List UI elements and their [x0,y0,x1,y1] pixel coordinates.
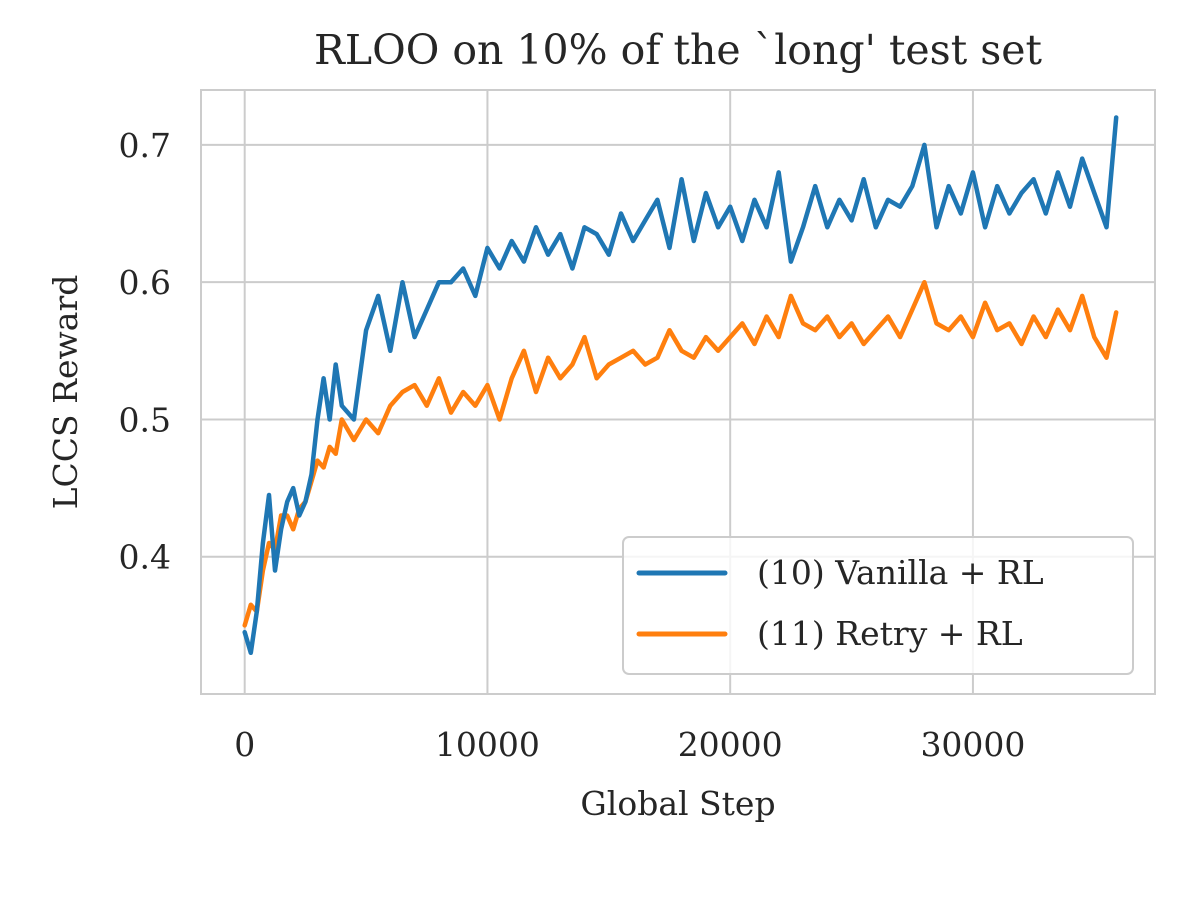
x-tick-label: 0 [234,725,255,764]
x-tick-label: 20000 [678,725,783,764]
y-axis-label: LCCS Reward [46,275,85,510]
series-line-vanilla-rl [242,115,1119,656]
x-tick-label: 10000 [435,725,540,764]
legend: (10) Vanilla + RL (11) Retry + RL [622,536,1134,675]
y-tick-label: 0.5 [119,400,171,439]
x-tick-label: 30000 [920,725,1025,764]
x-axis-label: Global Step [580,784,775,823]
y-tick-label: 0.6 [119,263,171,302]
y-axis-ticks: 0.4 0.5 0.6 0.7 [119,126,171,577]
y-tick-label: 0.7 [119,126,171,165]
series-line-retry-rl [242,279,1119,628]
legend-label-retry: (11) Retry + RL [757,614,1023,653]
plot-frame [200,89,1156,695]
series-layer [242,115,1119,656]
y-tick-label: 0.4 [119,538,171,577]
chart-title: RLOO on 10% of the `long' test set [314,26,1043,74]
x-axis-ticks: 0 10000 20000 30000 [234,725,1025,764]
legend-box [622,536,1134,675]
legend-label-vanilla: (10) Vanilla + RL [757,553,1044,592]
